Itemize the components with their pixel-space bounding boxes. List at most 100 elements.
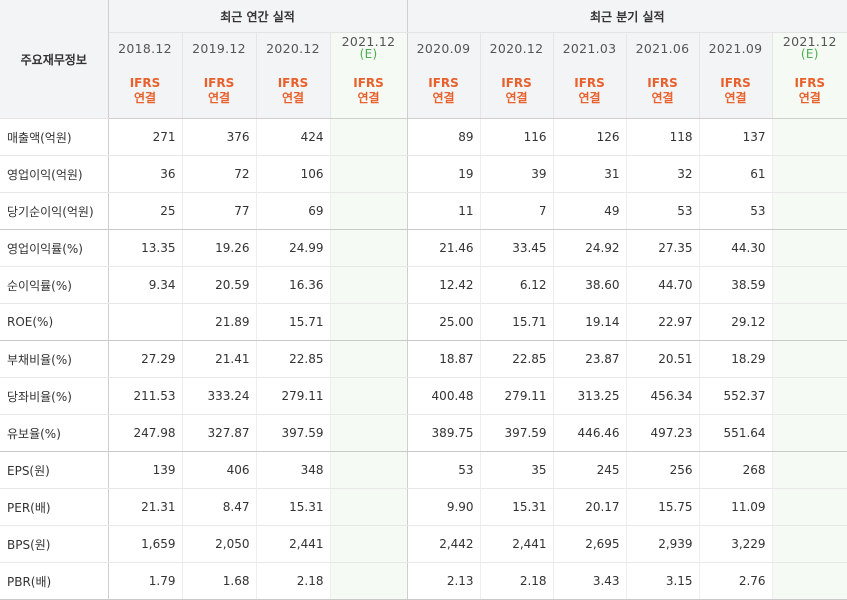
estimate-cell <box>772 562 847 600</box>
estimate-cell <box>330 192 408 230</box>
value-cell: 38.59 <box>699 266 773 304</box>
value-cell: 72 <box>182 155 257 193</box>
estimate-mark: (E) <box>800 47 819 61</box>
value-cell: 9.90 <box>407 488 481 526</box>
estimate-cell <box>330 118 408 156</box>
table-row: 유보율(%) 247.98 327.87 397.59 389.75 397.59 446.… <box>0 414 847 452</box>
table-row: BPS(원) 1,659 2,050 2,441 2,442 2,441 2,695 2,93… <box>0 525 847 563</box>
value-cell: 2,441 <box>480 525 554 563</box>
basis-standard: IFRS <box>501 75 532 90</box>
value-cell: 1.68 <box>182 562 257 600</box>
value-cell: 53 <box>699 192 773 230</box>
corner-header: 주요재무정보 <box>0 0 109 119</box>
table-row: ROE(%) 21.89 15.71 25.00 15.71 19.14 22.97 29.1… <box>0 303 847 341</box>
quarter-group-header: 최근 분기 실적 <box>407 0 847 33</box>
value-cell: 6.12 <box>480 266 554 304</box>
row-label: 영업이익률(%) <box>0 229 109 267</box>
estimate-cell <box>772 229 847 267</box>
estimate-cell <box>330 562 408 600</box>
value-cell: 2,441 <box>256 525 331 563</box>
row-label: 순이익률(%) <box>0 266 109 304</box>
value-cell: 279.11 <box>480 377 554 415</box>
basis-standard: IFRS <box>794 75 826 90</box>
estimate-cell <box>772 377 847 415</box>
row-label: 당좌비율(%) <box>0 377 109 415</box>
value-cell: 15.71 <box>256 303 331 341</box>
value-cell: 3,229 <box>699 525 773 563</box>
estimate-cell <box>772 488 847 526</box>
basis-header: IFRS 연결 <box>480 63 554 119</box>
basis-header: IFRS 연결 <box>330 63 408 119</box>
value-cell: 2,050 <box>182 525 257 563</box>
basis-standard: IFRS <box>428 75 459 90</box>
basis-standard: IFRS <box>353 75 384 90</box>
estimate-cell <box>330 525 408 563</box>
estimate-cell <box>330 377 408 415</box>
row-label: ROE(%) <box>0 303 109 341</box>
period-header: 2021.03 <box>553 32 627 63</box>
estimate-period: 2021.12 <box>782 34 837 49</box>
basis-consolidation: 연결 <box>798 90 821 105</box>
table-row: PER(배) 21.31 8.47 15.31 9.90 15.31 20.17 15.75 1… <box>0 488 847 526</box>
basis-consolidation: 연결 <box>432 90 455 105</box>
value-cell: 126 <box>553 118 627 156</box>
value-cell: 376 <box>182 118 257 156</box>
basis-standard: IFRS <box>720 75 751 90</box>
row-label: 매출액(억원) <box>0 118 109 156</box>
value-cell: 400.48 <box>407 377 481 415</box>
table-row: 순이익률(%) 9.34 20.59 16.36 12.42 6.12 38.60 44.70… <box>0 266 847 304</box>
value-cell: 15.71 <box>480 303 554 341</box>
value-cell: 11 <box>407 192 481 230</box>
basis-header: IFRS 연결 <box>182 63 257 119</box>
value-cell: 2.18 <box>256 562 331 600</box>
basis-consolidation: 연결 <box>578 90 601 105</box>
value-cell: 22.97 <box>626 303 700 341</box>
basis-consolidation: 연결 <box>724 90 747 105</box>
value-cell: 20.17 <box>553 488 627 526</box>
value-cell: 33.45 <box>480 229 554 267</box>
estimate-period: 2021.12 <box>341 34 396 49</box>
value-cell: 11.09 <box>699 488 773 526</box>
estimate-cell <box>772 451 847 489</box>
period-header: 2021.09 <box>699 32 773 63</box>
value-cell: 18.87 <box>407 340 481 378</box>
estimate-cell <box>330 488 408 526</box>
value-cell: 32 <box>626 155 700 193</box>
row-label: 영업이익(억원) <box>0 155 109 193</box>
value-cell: 389.75 <box>407 414 481 452</box>
value-cell: 15.75 <box>626 488 700 526</box>
row-label: PBR(배) <box>0 562 109 600</box>
value-cell: 446.46 <box>553 414 627 452</box>
estimate-cell <box>330 451 408 489</box>
value-cell: 397.59 <box>480 414 554 452</box>
table-row: 당기순이익(억원) 25 77 69 11 7 49 53 53 <box>0 192 847 230</box>
value-cell: 1,659 <box>108 525 183 563</box>
value-cell: 15.31 <box>480 488 554 526</box>
value-cell: 313.25 <box>553 377 627 415</box>
value-cell: 19.14 <box>553 303 627 341</box>
value-cell: 21.46 <box>407 229 481 267</box>
value-cell: 23.87 <box>553 340 627 378</box>
value-cell: 211.53 <box>108 377 183 415</box>
basis-standard: IFRS <box>277 75 309 90</box>
basis-consolidation: 연결 <box>505 90 528 105</box>
estimate-mark: (E) <box>359 47 378 61</box>
value-cell: 348 <box>256 451 331 489</box>
value-cell: 44.30 <box>699 229 773 267</box>
value-cell: 24.92 <box>553 229 627 267</box>
value-cell: 116 <box>480 118 554 156</box>
value-cell: 49 <box>553 192 627 230</box>
value-cell: 2,939 <box>626 525 700 563</box>
value-cell: 9.34 <box>108 266 183 304</box>
value-cell: 25.00 <box>407 303 481 341</box>
basis-consolidation: 연결 <box>357 90 380 105</box>
value-cell: 247.98 <box>108 414 183 452</box>
basis-consolidation: 연결 <box>133 90 157 105</box>
basis-header: IFRS 연결 <box>256 63 331 119</box>
value-cell: 22.85 <box>256 340 331 378</box>
basis-standard: IFRS <box>647 75 678 90</box>
value-cell: 2,442 <box>407 525 481 563</box>
value-cell: 106 <box>256 155 331 193</box>
estimate-cell <box>772 525 847 563</box>
value-cell: 77 <box>182 192 257 230</box>
